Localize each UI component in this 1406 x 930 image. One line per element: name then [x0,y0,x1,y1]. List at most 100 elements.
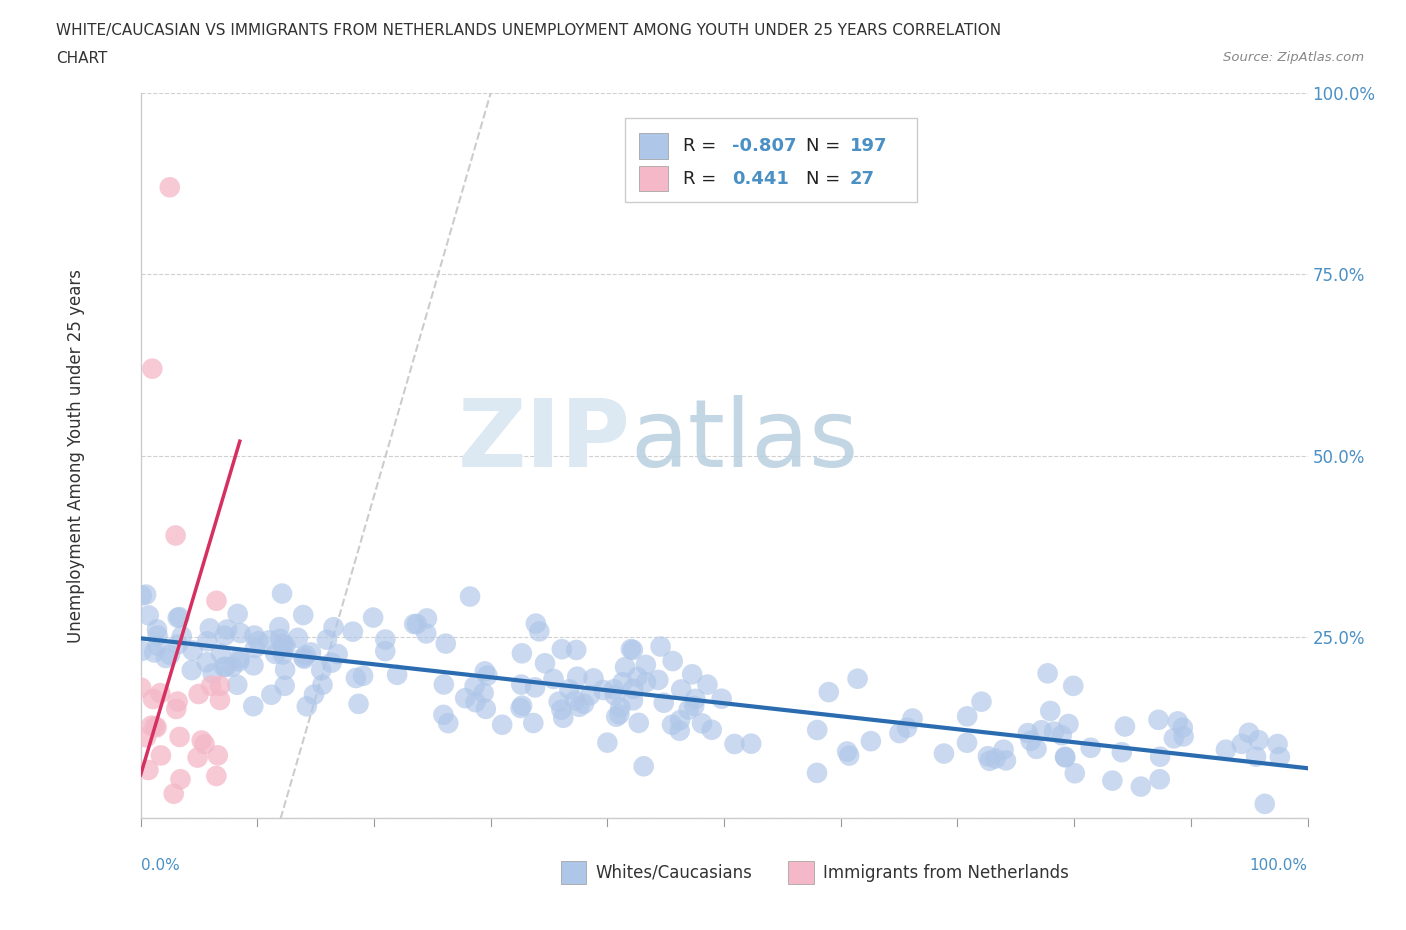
Text: Immigrants from Netherlands: Immigrants from Netherlands [824,864,1069,882]
Point [226,606,249,621]
Point [273,678,295,693]
Point [269,619,291,634]
Point [214,628,236,643]
Point [889,725,911,740]
Point [477,668,499,683]
Point [159,647,181,662]
Point [529,624,551,639]
Point [932,746,955,761]
Point [209,646,232,661]
Point [669,712,692,727]
Point [374,644,396,658]
Text: -0.807: -0.807 [733,137,797,155]
Point [650,639,672,654]
Point [700,723,723,737]
Point [565,643,588,658]
Point [1025,741,1047,756]
Point [1054,750,1077,764]
Point [292,650,315,665]
Point [558,682,581,697]
Point [806,723,828,737]
Point [274,662,297,677]
Point [135,730,157,745]
Point [979,753,1001,768]
Point [579,688,602,703]
Point [475,701,498,716]
Point [212,659,235,674]
Point [433,677,456,692]
Point [994,753,1017,768]
Point [193,737,215,751]
Point [1268,750,1291,764]
Point [626,670,648,684]
Point [302,687,325,702]
Point [1230,737,1253,751]
Point [621,643,644,658]
Text: Whites/Caucasians: Whites/Caucasians [596,864,752,882]
Point [143,719,166,734]
Text: 0.441: 0.441 [733,169,789,188]
Point [510,646,533,661]
Point [1254,796,1277,811]
Point [977,749,1000,764]
Point [271,637,294,652]
Point [596,736,619,751]
Point [145,720,167,735]
Point [1080,740,1102,755]
Point [458,589,481,604]
Point [984,751,1007,766]
Point [149,748,172,763]
Point [671,682,693,697]
Point [464,695,486,710]
Point [1050,728,1073,743]
Point [131,644,153,658]
Point [1171,720,1194,735]
Point [647,672,669,687]
Point [415,626,437,641]
Point [1163,731,1185,746]
Point [609,707,631,722]
Point [257,633,280,648]
Point [547,695,569,710]
Point [1114,719,1136,734]
Text: 0.0%: 0.0% [141,858,180,873]
Point [1043,724,1066,739]
Point [207,748,229,763]
Point [668,724,690,738]
Point [166,610,188,625]
Text: N =: N = [806,137,846,155]
Point [352,669,374,684]
Point [321,656,343,671]
Point [208,678,231,693]
Point [1063,765,1085,780]
Text: ZIP: ZIP [458,395,631,487]
Point [592,683,614,698]
Point [344,671,367,685]
Point [374,632,396,647]
Point [620,642,643,657]
Point [678,702,700,717]
Point [1101,773,1123,788]
Point [609,700,631,715]
Point [187,751,209,765]
Point [603,682,626,697]
Point [543,671,565,686]
Point [226,677,249,692]
Point [385,668,408,683]
Point [264,646,287,661]
Point [522,715,544,730]
Point [146,628,169,643]
Point [681,667,703,682]
Point [464,679,486,694]
FancyBboxPatch shape [624,118,917,202]
Point [491,717,513,732]
Text: N =: N = [806,169,846,188]
Point [165,528,187,543]
Point [582,671,605,685]
Point [229,626,252,641]
Point [163,786,186,801]
Point [146,638,169,653]
Point [228,654,250,669]
Point [634,658,657,672]
Text: Source: ZipAtlas.com: Source: ZipAtlas.com [1223,51,1364,64]
